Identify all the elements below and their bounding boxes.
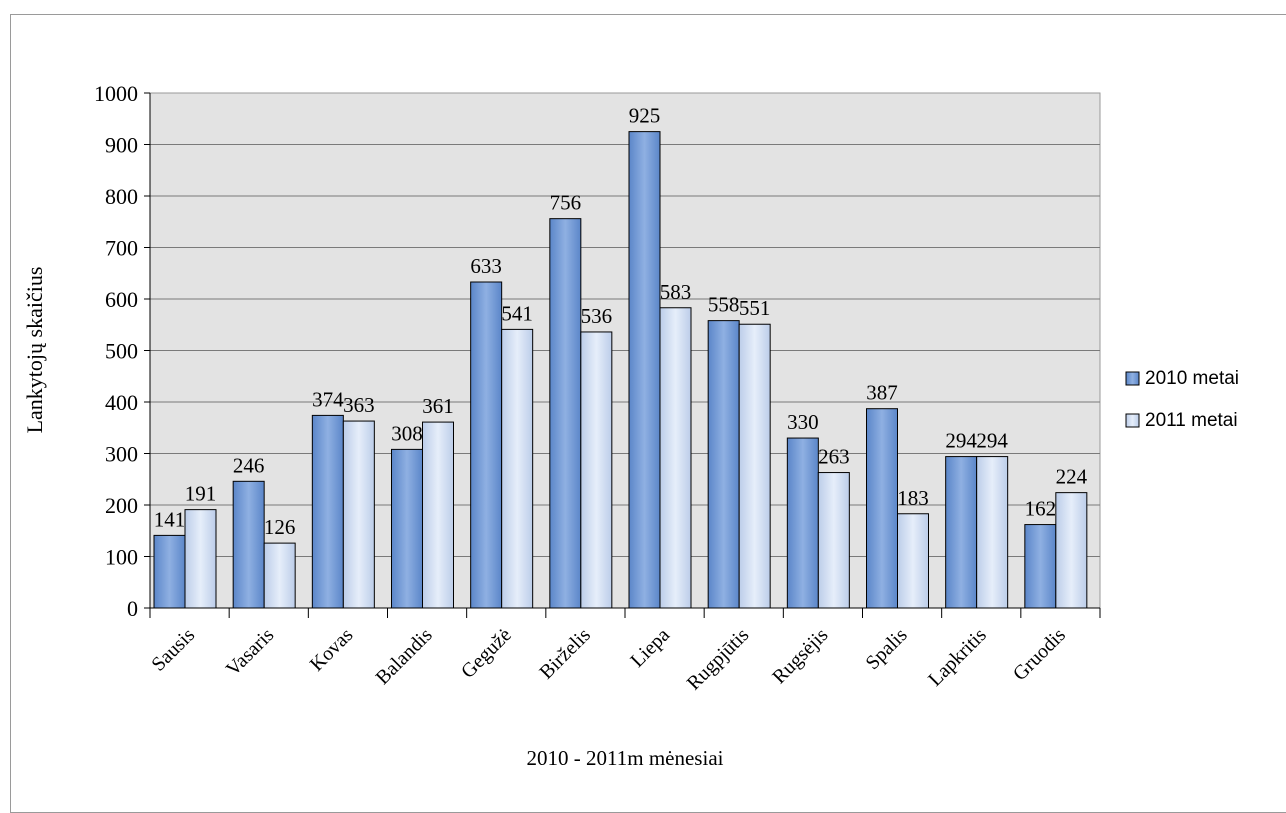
data-label: 263 (818, 445, 850, 469)
bar-2011-4 (501, 328, 534, 609)
data-label: 756 (550, 191, 582, 215)
data-label: 162 (1025, 497, 1057, 521)
legend-label-2010: 2010 metai (1145, 368, 1239, 389)
bar-2010-0 (153, 534, 186, 609)
x-tick-label: Lapkritis (924, 624, 991, 691)
bar-2010-3 (391, 448, 423, 609)
data-label: 361 (422, 394, 454, 418)
bar-2010-2 (311, 414, 344, 609)
data-label: 294 (945, 429, 977, 453)
data-label: 294 (976, 429, 1008, 453)
bar-2011-1 (263, 542, 296, 609)
bar-2010-7 (707, 320, 740, 609)
bar-2011-11 (1055, 492, 1088, 609)
bar-2011-2 (342, 420, 375, 609)
x-tick-label: Kovas (306, 624, 358, 676)
bar-2011-0 (184, 509, 217, 609)
data-label: 183 (897, 486, 929, 510)
data-label: 387 (866, 381, 898, 405)
y-tick-label: 500 (105, 339, 138, 364)
data-label: 308 (391, 421, 423, 445)
legend-swatch-2010 (1125, 371, 1140, 386)
data-label: 191 (185, 482, 217, 506)
y-tick-label: 300 (105, 442, 138, 467)
x-tick-label: Vasaris (222, 624, 279, 681)
bar-2011-8 (817, 472, 850, 609)
x-axis-title: 2010 - 2011m mėnesiai (527, 746, 724, 770)
bar-2010-4 (470, 281, 503, 609)
bar-2010-1 (232, 480, 265, 609)
bars: 141 246 374 308 633 756 925 558 330 387 294 162 191 1… (153, 104, 1088, 609)
bar-2010-11 (1024, 524, 1057, 609)
y-tick-label: 600 (105, 287, 138, 312)
y-tick-label: 100 (105, 545, 138, 570)
x-tick-label: Birželis (535, 624, 595, 684)
x-tick-label: Liepa (626, 624, 674, 672)
legend-label-2011: 2011 metai (1145, 410, 1238, 431)
bar-2011-7 (738, 323, 771, 609)
y-tick-label: 900 (105, 133, 138, 158)
data-label: 363 (343, 393, 375, 417)
x-tick-label: Balandis (372, 624, 437, 689)
data-label: 558 (708, 293, 740, 317)
bar-2011-9 (897, 513, 929, 609)
bar-2010-8 (786, 437, 819, 609)
y-axis: 0 100 200 300 400 500 600 700 800 900 1000 (94, 81, 151, 621)
data-label: 224 (1056, 465, 1088, 489)
data-label: 551 (739, 296, 771, 320)
bar-2011-10 (976, 456, 1009, 609)
bar-2010-10 (945, 456, 978, 609)
x-axis: Sausis Vasaris Kovas Balandis Gegužė Birželis… (147, 607, 1101, 695)
data-label: 141 (154, 507, 186, 531)
data-label: 583 (660, 280, 692, 304)
data-label: 374 (312, 387, 344, 411)
bar-2010-9 (866, 408, 898, 609)
data-label: 330 (787, 410, 819, 434)
data-label: 536 (581, 304, 613, 328)
x-tick-label: Rugpjūtis (683, 624, 754, 695)
legend-swatch-2011 (1125, 413, 1140, 428)
y-tick-label: 200 (105, 493, 138, 518)
gridlines (150, 144, 1100, 557)
bar-2010-5 (549, 218, 582, 609)
data-label: 925 (629, 104, 661, 128)
y-tick-label: 1000 (94, 81, 138, 106)
bar-2010-6 (628, 131, 661, 609)
bar-2011-5 (580, 331, 613, 609)
bar-2011-6 (659, 307, 692, 609)
x-tick-label: Gegužė (457, 624, 516, 683)
data-label: 541 (501, 301, 533, 325)
data-label: 633 (470, 254, 502, 278)
y-tick-label: 700 (105, 236, 138, 261)
y-tick-label: 800 (105, 184, 138, 209)
y-tick-label: 400 (105, 390, 138, 415)
x-tick-label: Sausis (147, 624, 199, 676)
legend: 2010 metai 2011 metai (1125, 368, 1239, 431)
x-tick-label: Rugsėjis (768, 624, 832, 688)
data-label: 246 (233, 453, 265, 477)
y-tick-label: 0 (127, 596, 138, 621)
x-tick-label: Gruodis (1009, 624, 1070, 685)
x-tick-label: Spalis (861, 624, 911, 674)
data-label: 126 (264, 515, 296, 539)
bar-2011-3 (422, 421, 454, 609)
y-axis-title: Lankytojų skaičius (22, 267, 47, 434)
